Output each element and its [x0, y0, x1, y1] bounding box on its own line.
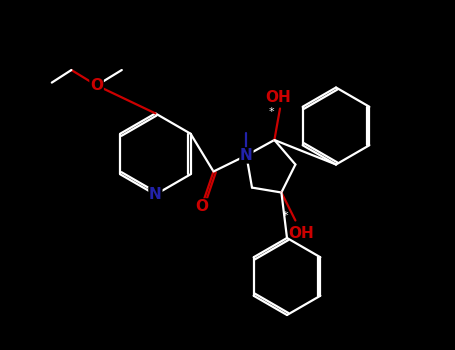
Text: OH: OH — [266, 90, 292, 105]
Text: N: N — [149, 187, 162, 202]
Text: OH: OH — [288, 226, 314, 241]
Text: *: * — [283, 211, 288, 221]
Text: O: O — [195, 199, 208, 214]
Text: *: * — [269, 107, 274, 117]
Text: O: O — [90, 78, 103, 93]
Text: N: N — [240, 148, 253, 163]
